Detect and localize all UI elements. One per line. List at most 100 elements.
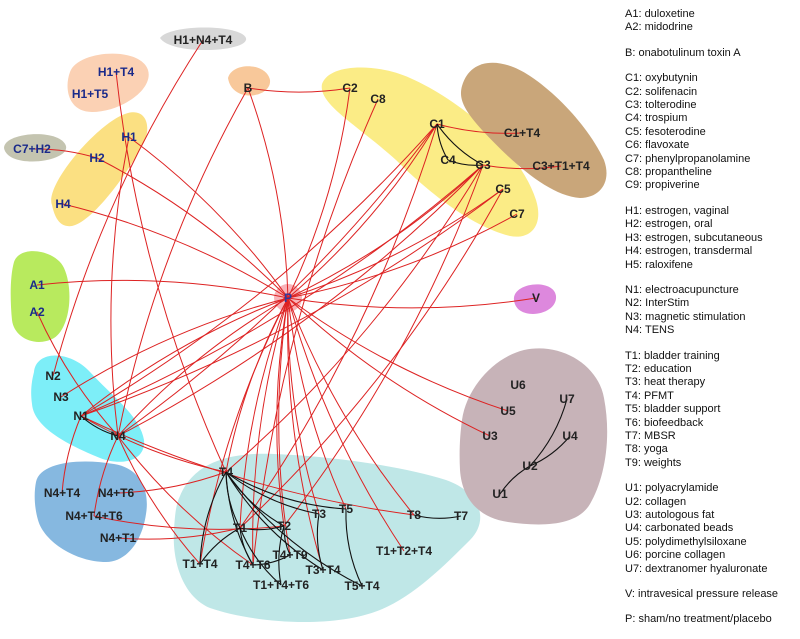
- edge-N1-T8: [80, 415, 415, 516]
- edge-P-N3: [60, 297, 289, 398]
- edge-P-B: [247, 87, 289, 299]
- edge-P-H1: [128, 136, 289, 299]
- edge-P-H2: [96, 157, 289, 299]
- node-v: V: [532, 291, 540, 305]
- edge-P-C5: [287, 188, 504, 299]
- node-n4-t1: N4+T1: [100, 531, 137, 545]
- inner-edge-T4-T5+T4: [225, 471, 363, 587]
- node-t1: T1: [233, 521, 247, 535]
- edge-N4-C3: [117, 164, 484, 437]
- inner-edge-T5-T5+T4: [345, 508, 363, 587]
- edge-P-A1: [36, 279, 289, 299]
- node-u1: U1: [492, 487, 508, 501]
- legend-item: U2: collagen: [625, 495, 687, 508]
- inner-edge-N1-N4: [80, 415, 119, 437]
- edge-P-T3+T4: [287, 297, 324, 571]
- cluster-u: [459, 348, 608, 525]
- inner-edge-U2-U7: [529, 398, 568, 467]
- legend-group: U1: polyacrylamide U2: collagen U3: autolo…: [625, 482, 800, 576]
- legend-item: T8: yoga: [625, 443, 668, 456]
- legend-item: T9: weights: [625, 456, 682, 469]
- edge-H1+N4+T4-N2: [52, 39, 204, 377]
- cluster-h: [51, 112, 148, 227]
- legend-item: C5: fesoterodine: [625, 125, 706, 138]
- inner-edge-T1-T4+T6: [239, 527, 254, 566]
- inner-edge-U2-U4: [529, 435, 571, 467]
- cluster-b: [228, 66, 271, 96]
- legend-item: B: onabotulinum toxin A: [625, 46, 741, 59]
- inner-edge-C1-C3: [436, 123, 484, 166]
- node-t1-t2-t4: T1+T2+T4: [376, 544, 432, 558]
- node-t5: T5: [339, 502, 353, 516]
- legend-item: U4: carbonated beads: [625, 522, 734, 535]
- cluster-c: [321, 67, 539, 237]
- edge-P-C7: [287, 213, 518, 299]
- legend-group: C1: oxybutynin C2: solifenacin C3: toltero…: [625, 72, 800, 193]
- edge-H1-N4: [110, 136, 130, 437]
- legend-item: U7: dextranomer hyaluronate: [625, 562, 768, 575]
- node-n2: N2: [45, 369, 61, 383]
- edge-T2-C3: [283, 164, 484, 527]
- edge-N4-T4+T6: [117, 435, 254, 566]
- node-t7: T7: [454, 509, 468, 523]
- node-n4-t6: N4+T6: [98, 486, 135, 500]
- node-c5: C5: [495, 182, 511, 196]
- node-c3: C3: [475, 158, 491, 172]
- node-c2: C2: [342, 81, 358, 95]
- legend-item: N1: electroacupuncture: [625, 283, 739, 296]
- legend-group: A1: duloxetine A2: midodrine: [625, 8, 800, 35]
- node-h1-n4-t4: H1+N4+T4: [174, 33, 233, 47]
- node-t1-t4: T1+T4: [182, 557, 217, 571]
- inner-edge-T2-T1+T4+T6: [278, 525, 285, 586]
- network-diagram: P A1 A2 B C1 C2 C3 C4 C5 C7 C8 C1+T4 C3+T1+T4 H1 H2 H4 H…: [4, 27, 608, 623]
- node-u2: U2: [522, 459, 538, 473]
- node-a2: A2: [29, 305, 45, 319]
- edge-B-C2: [247, 87, 351, 93]
- node-p: P: [284, 291, 292, 305]
- node-t3-t4: T3+T4: [305, 563, 340, 577]
- edge-N1-T4: [80, 415, 227, 473]
- legend-item: H4: estrogen, transdermal: [625, 245, 753, 258]
- legend-item: C3: tolterodine: [625, 99, 697, 112]
- edge-P-H4: [62, 203, 289, 299]
- legend-item: H3: estrogen, subcutaneous: [625, 231, 763, 244]
- legend-item: H5: raloxifene: [625, 258, 693, 271]
- legend-item: C8: propantheline: [625, 166, 712, 179]
- edge-H1+T4-T4: [115, 71, 227, 473]
- edge-N4+T6-T4: [115, 471, 227, 494]
- legend-item: H2: estrogen, oral: [625, 218, 713, 231]
- edge-T1-C5: [239, 188, 504, 529]
- inner-edge-C4-C3: [447, 159, 484, 166]
- legend-group: N1: electroacupuncture N2: InterStim N3: m…: [625, 284, 800, 338]
- edge-P-U3: [287, 297, 491, 437]
- legend-item: T2: education: [625, 362, 692, 375]
- node-h1: H1: [121, 130, 137, 144]
- node-b: B: [244, 81, 253, 95]
- node-c3-t1-t4: C3+T1+T4: [532, 159, 590, 173]
- legend-item: T6: biofeedback: [625, 416, 704, 429]
- legend-item: T7: MBSR: [625, 429, 676, 442]
- legend-item: N3: magnetic stimulation: [625, 310, 746, 323]
- edge-N4+T1-T1: [117, 527, 241, 540]
- node-u3: U3: [482, 429, 498, 443]
- cluster-t: [173, 453, 481, 623]
- edge-P-V: [287, 297, 537, 309]
- legend-item: T5: bladder support: [625, 403, 721, 416]
- node-t4-t6: T4+T6: [235, 558, 270, 572]
- node-n4-t4: N4+T4: [44, 486, 81, 500]
- legend-item: T3: heat therapy: [625, 376, 706, 389]
- legend-item: A2: midodrine: [625, 21, 693, 34]
- edge-N1-N4+T4: [61, 415, 82, 494]
- edge-A2-N4: [36, 311, 119, 437]
- edge-P-T8: [287, 297, 415, 516]
- edge-N4-T1+T4: [117, 435, 201, 565]
- inner-edge-T4+T6-T4+T9: [252, 554, 291, 566]
- node-t8: T8: [407, 508, 421, 522]
- legend-item: V: intravesical pressure release: [625, 588, 779, 601]
- edge-C1-C1+T4: [436, 123, 523, 134]
- edge-N4-N4+T4+T6: [93, 435, 119, 517]
- edge-H2-C7+H2: [31, 148, 98, 159]
- inner-edge-T4-T3: [225, 471, 320, 515]
- inner-edge-T4-T5: [225, 471, 347, 510]
- node-a1: A1: [29, 278, 45, 292]
